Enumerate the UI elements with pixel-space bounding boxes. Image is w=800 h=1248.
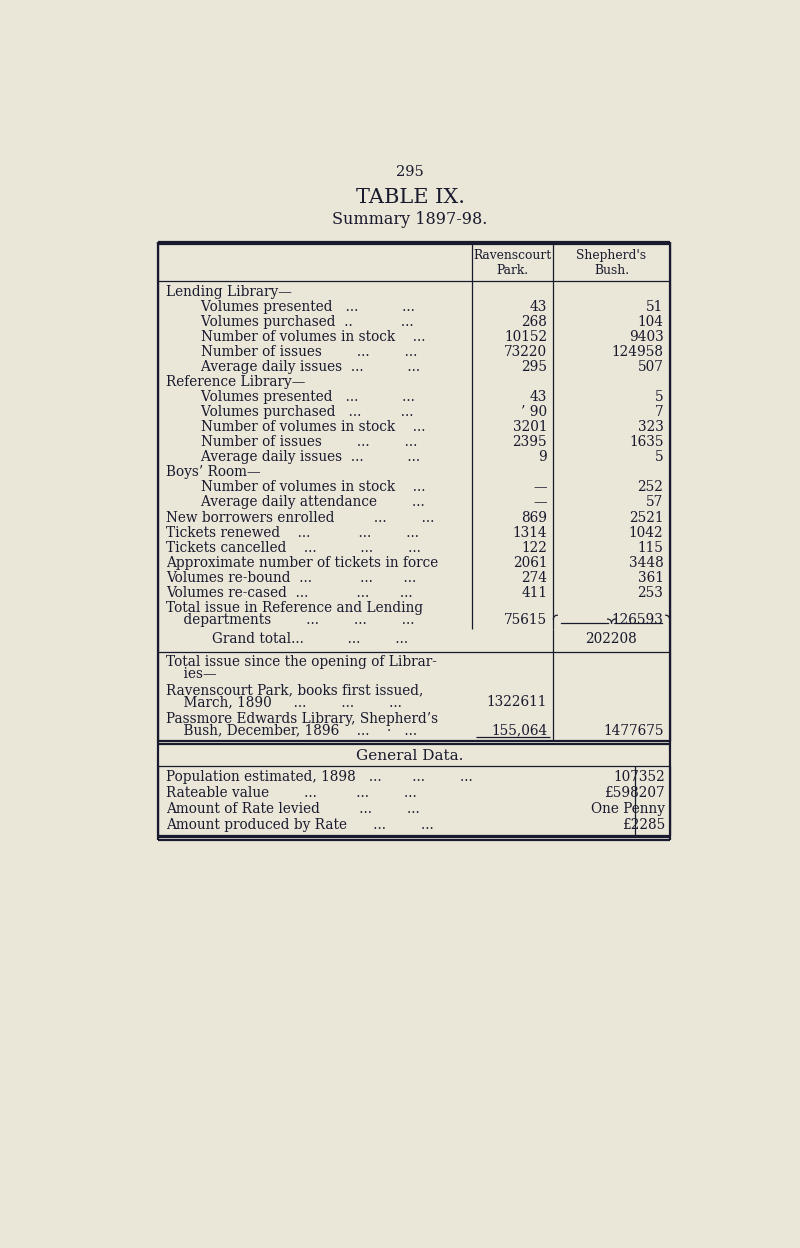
Text: Approximate number of tickets in force: Approximate number of tickets in force: [166, 555, 438, 569]
Text: 274: 274: [521, 570, 547, 584]
Text: Volumes purchased  ..           ...: Volumes purchased .. ...: [166, 316, 414, 329]
Text: Average daily attendance        ...: Average daily attendance ...: [166, 495, 425, 509]
Text: 295: 295: [396, 165, 424, 180]
Text: 1314: 1314: [513, 525, 547, 539]
Text: 57: 57: [646, 495, 663, 509]
Text: Shepherd's
Bush.: Shepherd's Bush.: [577, 250, 646, 277]
Text: 869: 869: [521, 510, 547, 524]
Text: TABLE IX.: TABLE IX.: [355, 188, 465, 207]
Text: 43: 43: [530, 301, 547, 314]
Text: Amount of Rate levied         ...        ...: Amount of Rate levied ... ...: [166, 802, 420, 816]
Text: ies—: ies—: [166, 666, 217, 681]
Text: ’ 90: ’ 90: [521, 406, 547, 419]
Text: Tickets renewed    ...           ...        ...: Tickets renewed ... ... ...: [166, 525, 419, 539]
Text: One Penny: One Penny: [591, 802, 665, 816]
Text: 9403: 9403: [629, 331, 663, 344]
Text: Tickets cancelled    ...          ...        ...: Tickets cancelled ... ... ...: [166, 540, 421, 554]
Text: 295: 295: [521, 361, 547, 374]
Text: 51: 51: [646, 301, 663, 314]
Text: 252: 252: [638, 480, 663, 494]
Text: 3201: 3201: [513, 421, 547, 434]
Text: Volumes re-cased  ...           ...       ...: Volumes re-cased ... ... ...: [166, 585, 413, 599]
Text: Volumes presented   ...          ...: Volumes presented ... ...: [166, 301, 414, 314]
Text: 1042: 1042: [629, 525, 663, 539]
Text: 253: 253: [638, 585, 663, 599]
Text: Grand total...          ...        ...: Grand total... ... ...: [212, 633, 409, 646]
Text: Number of issues        ...        ...: Number of issues ... ...: [166, 436, 418, 449]
Text: 7: 7: [655, 406, 663, 419]
Text: 124958: 124958: [611, 346, 663, 359]
Text: departments        ...        ...        ...: departments ... ... ...: [166, 613, 414, 626]
Text: 75615: 75615: [504, 613, 547, 626]
Text: Number of issues        ...        ...: Number of issues ... ...: [166, 346, 418, 359]
Text: Amount produced by Rate      ...        ...: Amount produced by Rate ... ...: [166, 817, 434, 831]
Text: £598207: £598207: [604, 786, 665, 800]
Text: 155,064: 155,064: [491, 724, 547, 738]
Text: Bush, December, 1896    ...    ·   ...: Bush, December, 1896 ... · ...: [166, 724, 417, 738]
Text: March, 1890     ...        ...        ...: March, 1890 ... ... ...: [166, 695, 402, 709]
Text: 411: 411: [521, 585, 547, 599]
Text: Boys’ Room—: Boys’ Room—: [166, 466, 261, 479]
Text: —: —: [534, 480, 547, 494]
Text: 1477675: 1477675: [603, 724, 663, 738]
Text: Reference Library—: Reference Library—: [166, 376, 306, 389]
Text: Number of volumes in stock    ...: Number of volumes in stock ...: [166, 421, 426, 434]
Text: 2395: 2395: [513, 436, 547, 449]
Text: 361: 361: [638, 570, 663, 584]
Text: 268: 268: [522, 316, 547, 329]
Text: General Data.: General Data.: [356, 749, 464, 763]
Text: 2061: 2061: [513, 555, 547, 569]
Text: Summary 1897-98.: Summary 1897-98.: [332, 211, 488, 228]
Text: 323: 323: [638, 421, 663, 434]
Text: Rateable value        ...         ...        ...: Rateable value ... ... ...: [166, 786, 417, 800]
Text: Ravenscourt
Park.: Ravenscourt Park.: [473, 250, 551, 277]
Text: 107352: 107352: [614, 770, 665, 785]
Text: Average daily issues  ...          ...: Average daily issues ... ...: [166, 361, 420, 374]
Text: Passmore Edwards Library, Shepherd’s: Passmore Edwards Library, Shepherd’s: [166, 711, 438, 726]
Text: Volumes purchased   ...         ...: Volumes purchased ... ...: [166, 406, 414, 419]
Text: Total issue since the opening of Librar-: Total issue since the opening of Librar-: [166, 655, 437, 669]
Text: 2521: 2521: [629, 510, 663, 524]
Text: 5: 5: [655, 451, 663, 464]
Text: Volumes re-bound  ...           ...       ...: Volumes re-bound ... ... ...: [166, 570, 416, 584]
Text: 3448: 3448: [629, 555, 663, 569]
Text: 10152: 10152: [504, 331, 547, 344]
Text: New borrowers enrolled         ...        ...: New borrowers enrolled ... ...: [166, 510, 434, 524]
Text: 202208: 202208: [586, 633, 638, 646]
Text: Number of volumes in stock    ...: Number of volumes in stock ...: [166, 480, 426, 494]
Text: 507: 507: [638, 361, 663, 374]
Text: Average daily issues  ...          ...: Average daily issues ... ...: [166, 451, 420, 464]
Text: 115: 115: [638, 540, 663, 554]
Text: 5: 5: [655, 391, 663, 404]
Text: —: —: [534, 495, 547, 509]
Text: 73220: 73220: [504, 346, 547, 359]
Text: Number of volumes in stock    ...: Number of volumes in stock ...: [166, 331, 426, 344]
Text: 43: 43: [530, 391, 547, 404]
Text: Total issue in Reference and Lending: Total issue in Reference and Lending: [166, 600, 423, 614]
Text: Ravenscourt Park, books first issued,: Ravenscourt Park, books first issued,: [166, 684, 423, 698]
Text: 9: 9: [538, 451, 547, 464]
Text: Volumes presented   ...          ...: Volumes presented ... ...: [166, 391, 414, 404]
Text: 126593: 126593: [611, 613, 663, 626]
Text: 1635: 1635: [629, 436, 663, 449]
Text: 104: 104: [638, 316, 663, 329]
Text: Lending Library—: Lending Library—: [166, 286, 292, 300]
Text: Population estimated, 1898   ...       ...        ...: Population estimated, 1898 ... ... ...: [166, 770, 473, 785]
Text: 1322611: 1322611: [486, 695, 547, 709]
Text: £2285: £2285: [622, 817, 665, 831]
Text: 122: 122: [522, 540, 547, 554]
